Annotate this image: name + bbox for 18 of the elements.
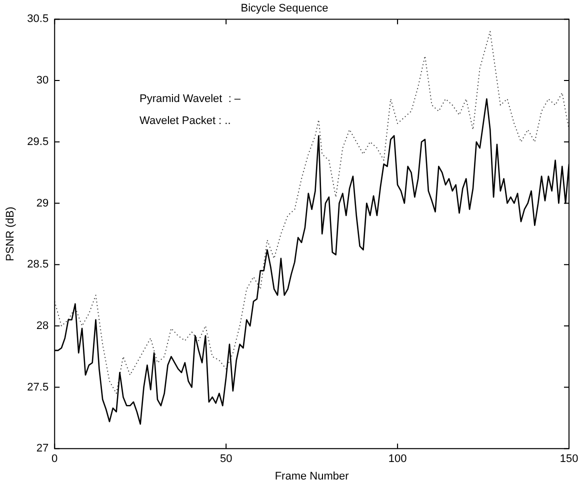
y-tick-label: 29	[36, 197, 49, 210]
y-tick-label: 28	[36, 320, 49, 332]
x-axis-title: Frame Number	[274, 470, 350, 482]
annotation: Pyramid Wavelet : –	[139, 93, 242, 106]
y-tick-label: 27	[36, 442, 49, 455]
y-tick-label: 30	[36, 74, 49, 87]
x-tick-label: 150	[560, 453, 578, 466]
chart-title: Bicycle Sequence	[240, 2, 328, 15]
y-tick-label: 29.5	[27, 136, 49, 148]
y-tick-label: 27.5	[27, 381, 49, 394]
y-axis-title: PSNR (dB)	[4, 206, 17, 262]
y-tick-label: 30.5	[27, 13, 49, 26]
y-tick-label: 28.5	[27, 258, 49, 271]
x-tick-label: 50	[220, 453, 232, 466]
annotation: Wavelet Packet : ..	[139, 115, 231, 128]
x-tick-label: 0	[52, 453, 58, 466]
x-tick-label: 100	[388, 453, 407, 466]
line-series	[54, 30, 569, 394]
